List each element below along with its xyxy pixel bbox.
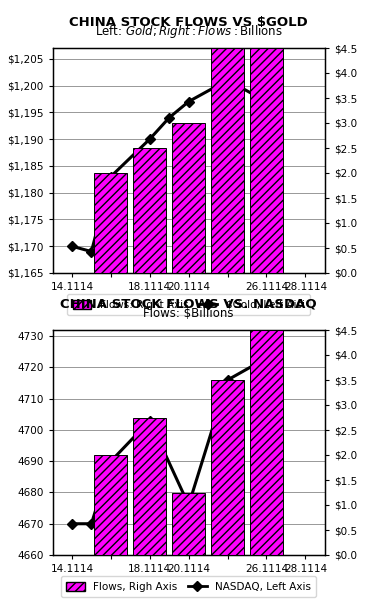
Bar [94,173,127,273]
Bar [172,493,205,555]
Title: CHINA STOCK FLOWS VS $GOLD: CHINA STOCK FLOWS VS $GOLD [69,16,308,29]
Bar [211,380,244,555]
Bar [250,330,283,555]
Text: Flows: $Billions: Flows: $Billions [144,307,234,320]
Bar [211,48,244,273]
Bar [133,418,166,555]
Bar [133,148,166,273]
Text: Left: $Gold; Right: Flows: $Billions: Left: $Gold; Right: Flows: $Billions [95,23,282,40]
Bar [250,48,283,273]
Legend: Flows: Right Axis, $Gold, Left Aisi: Flows: Right Axis, $Gold, Left Aisi [67,295,310,315]
Bar [172,123,205,273]
Title: CHINA STOCK FLOWS VS. NASDAQ: CHINA STOCK FLOWS VS. NASDAQ [60,298,317,311]
Bar [94,455,127,555]
Legend: Flows, Righ Axis, NASDAQ, Left Axis: Flows, Righ Axis, NASDAQ, Left Axis [61,577,316,597]
